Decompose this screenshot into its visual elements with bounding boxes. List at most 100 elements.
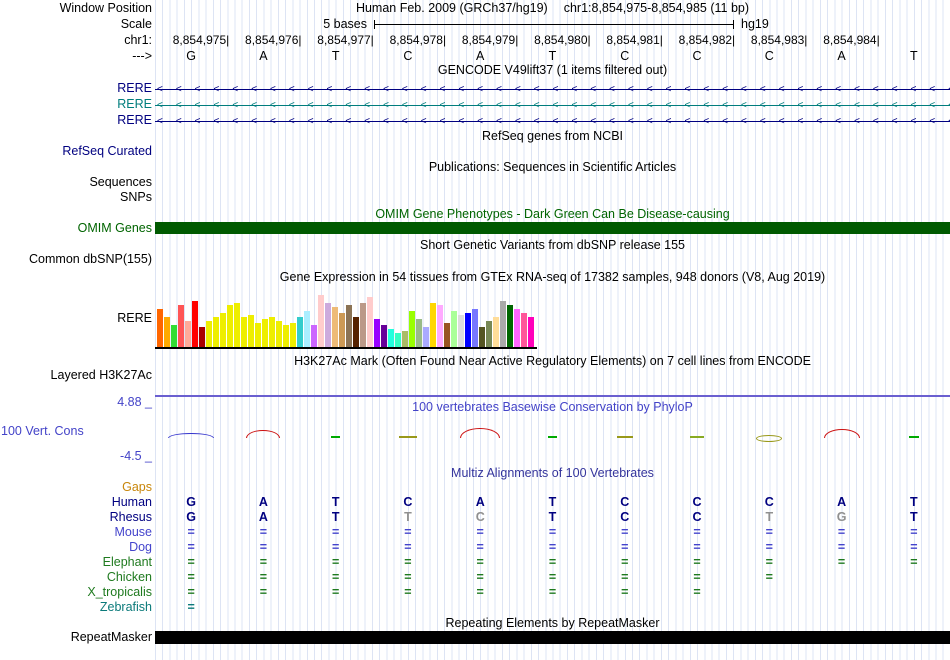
gene-label[interactable]: RERE xyxy=(117,113,152,127)
ruler-coordinate[interactable]: 8,854,982| xyxy=(678,33,736,47)
multiz-base: = xyxy=(259,540,268,554)
multiz-species-label[interactable]: Mouse xyxy=(114,525,152,539)
omim-genes-label[interactable]: OMIM Genes xyxy=(77,221,152,235)
ruler-coordinate[interactable]: 8,854,977| xyxy=(317,33,374,47)
gtex-expression-bar[interactable] xyxy=(234,303,240,347)
gtex-expression-bar[interactable] xyxy=(157,309,163,347)
gtex-expression-bar[interactable] xyxy=(360,303,366,347)
gtex-expression-bar[interactable] xyxy=(164,317,170,347)
gtex-expression-bar[interactable] xyxy=(283,325,289,347)
gtex-expression-bar[interactable] xyxy=(332,307,338,347)
gtex-expression-bar[interactable] xyxy=(528,317,534,347)
repeatmasker-label[interactable]: RepeatMasker xyxy=(70,630,152,644)
ruler-coordinate[interactable]: 8,854,980| xyxy=(534,33,591,47)
gtex-expression-bar[interactable] xyxy=(381,325,387,347)
multiz-species-label[interactable]: Rhesus xyxy=(109,510,152,524)
ruler-coordinate[interactable]: 8,854,983| xyxy=(750,33,808,47)
multiz-species-label[interactable]: X_tropicalis xyxy=(87,585,152,599)
gene-label[interactable]: RERE xyxy=(117,97,152,111)
gtex-expression-bar[interactable] xyxy=(255,323,261,347)
gtex-expression-bar[interactable] xyxy=(437,305,443,347)
ruler-coordinate[interactable]: 8,854,978| xyxy=(389,33,447,47)
gtex-expression-bar[interactable] xyxy=(241,317,247,347)
ruler-coordinate[interactable]: 8,854,979| xyxy=(461,33,519,47)
gtex-expression-bar[interactable] xyxy=(451,311,457,347)
gtex-expression-bar[interactable] xyxy=(185,321,191,347)
gtex-expression-bar[interactable] xyxy=(507,305,513,347)
gtex-expression-bar[interactable] xyxy=(220,313,226,347)
gtex-expression-bar[interactable] xyxy=(339,313,345,347)
gtex-expression-bar[interactable] xyxy=(521,313,527,347)
gtex-expression-bar[interactable] xyxy=(416,319,422,347)
h3k27ac-label[interactable]: Layered H3K27Ac xyxy=(50,368,152,382)
multiz-base: T xyxy=(331,495,340,509)
gtex-expression-bar[interactable] xyxy=(374,319,380,347)
multiz-species-label[interactable]: Human xyxy=(111,495,152,509)
gene-transcript-line[interactable]: <<<<<<<<<<<<<<<<<<<<<<<<<<<<<<<<<<<<<<<<… xyxy=(155,84,950,95)
sequences-label[interactable]: Sequences xyxy=(89,175,152,189)
gtex-expression-chart xyxy=(157,289,947,347)
gtex-expression-bar[interactable] xyxy=(388,329,394,347)
gtex-expression-bar[interactable] xyxy=(192,301,198,347)
gtex-expression-bar[interactable] xyxy=(206,321,212,347)
ruler-coordinate[interactable]: 8,854,984| xyxy=(823,33,880,47)
gtex-expression-bar[interactable] xyxy=(367,297,373,347)
gtex-expression-bar[interactable] xyxy=(213,317,219,347)
refseq-curated-label[interactable]: RefSeq Curated xyxy=(62,144,152,158)
gtex-expression-bar[interactable] xyxy=(325,303,331,347)
multiz-base: = xyxy=(259,570,268,584)
gtex-expression-bar[interactable] xyxy=(430,303,436,347)
gtex-expression-bar[interactable] xyxy=(171,325,177,347)
gtex-expression-bar[interactable] xyxy=(486,321,492,347)
gtex-expression-bar[interactable] xyxy=(199,327,205,347)
gtex-expression-bar[interactable] xyxy=(346,305,352,347)
gene-transcript-line[interactable]: <<<<<<<<<<<<<<<<<<<<<<<<<<<<<<<<<<<<<<<<… xyxy=(155,116,950,127)
gtex-gene-label[interactable]: RERE xyxy=(117,311,152,325)
multiz-species-label[interactable]: Zebrafish xyxy=(99,600,152,614)
ruler-coordinate[interactable]: 8,854,981| xyxy=(606,33,663,47)
cons-track-label[interactable]: 100 Vert. Cons xyxy=(1,424,84,438)
gtex-expression-bar[interactable] xyxy=(262,319,268,347)
multiz-base: = xyxy=(910,555,918,569)
scale-bar xyxy=(374,20,734,29)
gtex-expression-bar[interactable] xyxy=(409,311,415,347)
gtex-expression-bar[interactable] xyxy=(423,327,429,347)
gtex-expression-bar[interactable] xyxy=(395,333,401,347)
gtex-expression-bar[interactable] xyxy=(458,315,464,347)
gtex-expression-bar[interactable] xyxy=(514,309,520,347)
multiz-species-label[interactable]: Dog xyxy=(129,540,152,554)
gtex-expression-bar[interactable] xyxy=(318,295,324,347)
gtex-expression-bar[interactable] xyxy=(297,317,303,347)
gtex-expression-bar[interactable] xyxy=(304,311,310,347)
assembly-title: Human Feb. 2009 (GRCh37/hg19) xyxy=(355,1,548,15)
omim-gene-bar[interactable] xyxy=(155,222,950,234)
gtex-expression-bar[interactable] xyxy=(269,317,275,347)
multiz-species-label[interactable]: Chicken xyxy=(106,570,152,584)
gene-label[interactable]: RERE xyxy=(117,81,152,95)
gene-transcript-line[interactable]: <<<<<<<<<<<<<<<<<<<<<<<<<<<<<<<<<<<<<<<<… xyxy=(155,100,950,111)
gtex-expression-bar[interactable] xyxy=(276,321,282,347)
gtex-expression-bar[interactable] xyxy=(500,301,506,347)
multiz-species-label[interactable]: Gaps xyxy=(122,480,152,494)
gtex-expression-bar[interactable] xyxy=(465,313,471,347)
gtex-expression-bar[interactable] xyxy=(290,323,296,347)
multiz-species-label[interactable]: Elephant xyxy=(102,555,152,569)
ruler-coordinate[interactable]: 8,854,975| xyxy=(172,33,230,47)
base-letter: C xyxy=(403,49,413,63)
gtex-expression-bar[interactable] xyxy=(178,305,184,347)
gtex-expression-bar[interactable] xyxy=(472,309,478,347)
multiz-base: T xyxy=(404,510,412,524)
gtex-expression-bar[interactable] xyxy=(479,327,485,347)
gtex-expression-bar[interactable] xyxy=(444,323,450,347)
gtex-expression-bar[interactable] xyxy=(248,315,254,347)
gtex-expression-bar[interactable] xyxy=(402,331,408,347)
gtex-expression-bar[interactable] xyxy=(493,317,499,347)
gtex-expression-bar[interactable] xyxy=(311,325,317,347)
multiz-base: = xyxy=(259,585,268,599)
repeatmasker-element-bar[interactable] xyxy=(155,631,950,644)
dbsnp-label[interactable]: Common dbSNP(155) xyxy=(29,252,152,266)
ruler-coordinate[interactable]: 8,854,976| xyxy=(245,33,302,47)
gtex-expression-bar[interactable] xyxy=(227,305,233,347)
gtex-expression-bar[interactable] xyxy=(353,317,359,347)
snps-label[interactable]: SNPs xyxy=(120,190,152,204)
